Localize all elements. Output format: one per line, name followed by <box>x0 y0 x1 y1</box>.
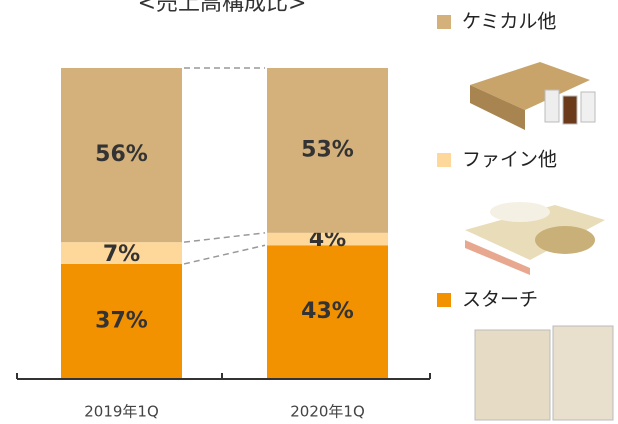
legend-label: スターチ <box>462 289 538 311</box>
bar-segment <box>267 245 388 379</box>
x-tick-label: 2019年1Q <box>84 403 159 421</box>
fine-photo <box>465 202 605 275</box>
legend-swatch <box>437 293 451 307</box>
bar-segment <box>61 263 182 379</box>
legend-label: ファイン他 <box>462 149 557 171</box>
bar-segment <box>267 232 388 246</box>
legend-swatch <box>437 153 451 167</box>
bar-segment <box>61 68 182 243</box>
connector <box>183 244 266 265</box>
legend-label: ケミカル他 <box>462 11 556 33</box>
legend-swatch <box>437 15 451 29</box>
chart-title: <売上高構成比> <box>138 0 307 16</box>
chemical-photo <box>470 62 596 130</box>
value-label: 7% <box>103 242 140 267</box>
bar-segment <box>267 68 388 233</box>
value-label: 43% <box>301 299 354 324</box>
starch-photo <box>474 325 614 421</box>
value-label: 56% <box>95 142 148 167</box>
connector <box>183 232 266 243</box>
x-tick-label: 2020年1Q <box>290 403 365 421</box>
value-label: 53% <box>301 137 354 162</box>
value-label: 37% <box>95 308 148 333</box>
bar-segment <box>61 242 182 264</box>
